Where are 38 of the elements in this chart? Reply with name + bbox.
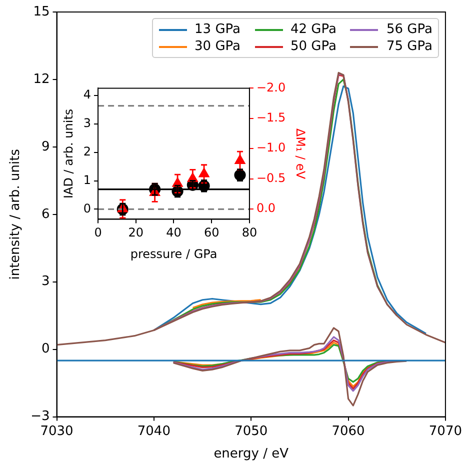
y-tick-label: 0 (83, 201, 92, 216)
y2-tick-label: −1.5 (256, 110, 286, 125)
y2-tick-label: −1.0 (256, 140, 286, 155)
legend-label: 56 GPa (386, 22, 432, 37)
legend-label: 50 GPa (290, 39, 336, 54)
y-tick-label: 1 (83, 172, 92, 187)
x-tick-label: 60 (204, 226, 220, 240)
legend-label: 13 GPa (194, 22, 240, 37)
x-axis-title: energy / eV (214, 446, 289, 462)
x-tick-label: 7060 (332, 424, 365, 439)
y-tick-label: 12 (33, 72, 50, 87)
x-axis-title: pressure / GPa (130, 246, 218, 261)
y-tick-label: 3 (83, 116, 92, 130)
y-tick-label: 15 (33, 4, 50, 20)
y-tick-label: −3 (30, 409, 50, 424)
legend-label: 30 GPa (194, 39, 240, 54)
y-tick-label: 2 (83, 144, 92, 158)
y-tick-label: 9 (41, 139, 50, 154)
y-tick-label: 4 (83, 87, 92, 102)
x-tick-label: 7040 (137, 424, 170, 439)
x-tick-label: 20 (128, 226, 144, 240)
legend-label: 75 GPa (386, 39, 432, 54)
y-axis-title: IAD / arb. units (61, 108, 76, 199)
x-tick-label: 0 (94, 226, 102, 240)
y2-tick-label: −2.0 (256, 80, 286, 94)
x-tick-label: 80 (242, 226, 258, 240)
y2-axis-title: ΔM₁ / eV (294, 128, 308, 180)
x-tick-label: 7050 (234, 424, 268, 439)
y2-tick-label: −0.5 (256, 170, 286, 185)
y-tick-label: 3 (41, 274, 50, 290)
x-tick-label: 40 (166, 226, 182, 240)
y-tick-label: 0 (41, 342, 50, 357)
legend-label: 42 GPa (290, 22, 336, 37)
y2-tick-label: 0.0 (256, 201, 276, 216)
y-axis-title: intensity / arb. units (8, 148, 24, 280)
x-tick-label: 7030 (40, 424, 74, 439)
x-tick-label: 7070 (428, 424, 462, 439)
y-tick-label: 6 (41, 206, 50, 222)
